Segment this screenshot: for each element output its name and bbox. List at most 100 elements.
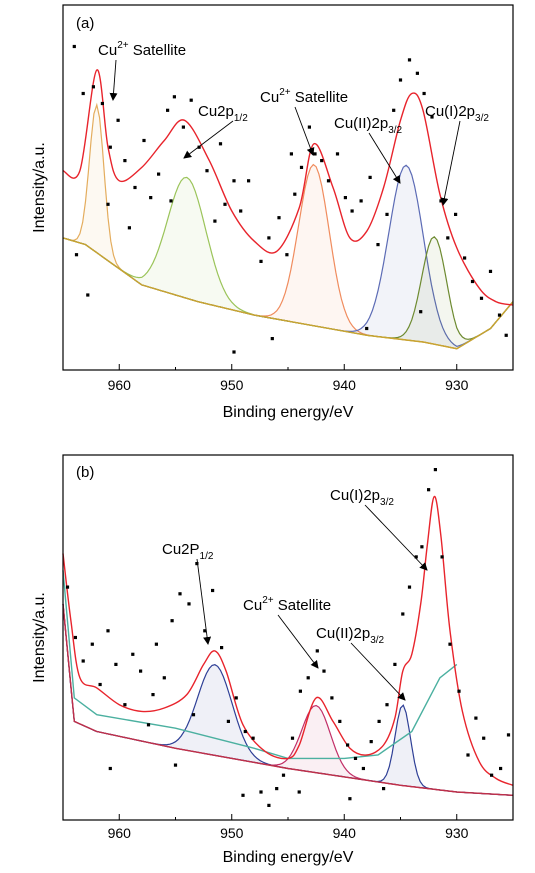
data-point (223, 202, 227, 206)
data-point (353, 756, 358, 760)
data-point (220, 646, 224, 650)
data-point (385, 212, 389, 216)
data-point (297, 790, 301, 794)
peak-annotation: Cu2+ Satellite (260, 87, 348, 106)
peak-annotation-base: Cu(I)2p (330, 487, 380, 504)
x-tick-label: 930 (445, 825, 469, 841)
data-point (239, 209, 243, 213)
data-point (427, 488, 431, 492)
x-tick-label: 960 (108, 377, 132, 393)
data-point (490, 773, 494, 777)
data-point (346, 743, 350, 747)
data-point (369, 740, 373, 744)
y-axis-title: Intensity/a.u. (31, 592, 48, 683)
annotation-arrow (183, 120, 234, 159)
data-point (90, 642, 94, 646)
data-point (241, 793, 245, 797)
envelope-line (62, 495, 514, 786)
peak-annotation: Cu(I)2p3/2 (425, 103, 489, 124)
data-point (91, 85, 95, 89)
data-point (267, 236, 271, 240)
background-line-0 (62, 237, 514, 350)
data-point (270, 337, 274, 341)
data-point (335, 152, 340, 156)
background-line-0 (62, 603, 514, 796)
peak-annotation-rest: Satellite (274, 597, 332, 614)
annotation-arrow (364, 504, 428, 571)
peak-annotation: Cu(II)2p3/2 (316, 625, 385, 646)
data-point (243, 729, 247, 734)
data-point (166, 108, 170, 112)
data-point (392, 108, 396, 112)
data-point (142, 138, 146, 143)
data-point (195, 562, 199, 566)
peak-annotation-base: Cu (243, 597, 262, 614)
data-point (169, 199, 173, 203)
data-point (213, 219, 217, 223)
data-point (382, 787, 386, 791)
data-point (98, 682, 102, 687)
data-point (127, 226, 131, 230)
data-point (86, 293, 90, 297)
data-point (440, 555, 444, 559)
data-point (191, 713, 196, 717)
data-point (338, 719, 342, 723)
component-fill-2 (63, 603, 513, 796)
peak-annotation-base: Cu2p (198, 103, 234, 120)
data-point (218, 142, 223, 146)
data-point (81, 91, 85, 96)
data-point (123, 159, 127, 163)
envelope-line (62, 69, 514, 306)
data-point (298, 689, 302, 693)
data-point (65, 585, 70, 589)
data-point (251, 736, 255, 740)
data-point (504, 333, 508, 337)
x-tick-label: 950 (220, 825, 244, 841)
data-point (289, 152, 293, 156)
x-tick-label: 940 (333, 377, 357, 393)
annotation-arrow (196, 558, 212, 645)
annotation-arrow (368, 132, 401, 184)
data-point (407, 58, 412, 62)
data-point (488, 269, 493, 273)
data-point (108, 145, 112, 149)
x-tick-label: 930 (445, 377, 469, 393)
data-point (479, 296, 484, 300)
data-point (203, 629, 207, 633)
data-point (398, 78, 403, 82)
data-point (187, 602, 191, 606)
peak-annotation: Cu2P1/2 (162, 541, 214, 562)
data-point (350, 209, 354, 213)
data-point (232, 179, 236, 183)
peak-annotation-rest: Satellite (291, 89, 349, 106)
data-point (151, 693, 155, 697)
x-axis-title: Binding energy/eV (223, 404, 354, 421)
data-point (108, 766, 112, 771)
data-point (330, 696, 334, 700)
data-point (454, 212, 458, 216)
data-point (420, 545, 424, 549)
x-tick-label: 960 (108, 825, 132, 841)
data-point (157, 172, 161, 176)
data-point (499, 766, 503, 771)
data-point (170, 619, 174, 623)
data-point (259, 790, 263, 794)
data-point (106, 629, 110, 633)
data-point (506, 733, 511, 737)
peak-annotation-sub: 3/2 (370, 635, 384, 646)
annotation-arrow (350, 642, 406, 701)
panel-b: 960 950 940 930 Binding energy/eV Intensity/a… (31, 454, 514, 866)
data-point (154, 642, 158, 646)
data-point (189, 98, 193, 102)
data-point (466, 753, 470, 757)
peak-annotation-base: Cu(II)2p (334, 115, 388, 132)
peak-annotation-base: Cu2P (162, 541, 200, 558)
data-point (407, 585, 412, 589)
data-point (232, 350, 236, 354)
x-tick-label: 940 (333, 825, 357, 841)
data-point (359, 199, 363, 203)
panel-label: (a) (76, 15, 94, 32)
x-tick-label: 950 (220, 377, 244, 393)
data-point (365, 326, 369, 331)
component-fill-0 (63, 603, 513, 796)
